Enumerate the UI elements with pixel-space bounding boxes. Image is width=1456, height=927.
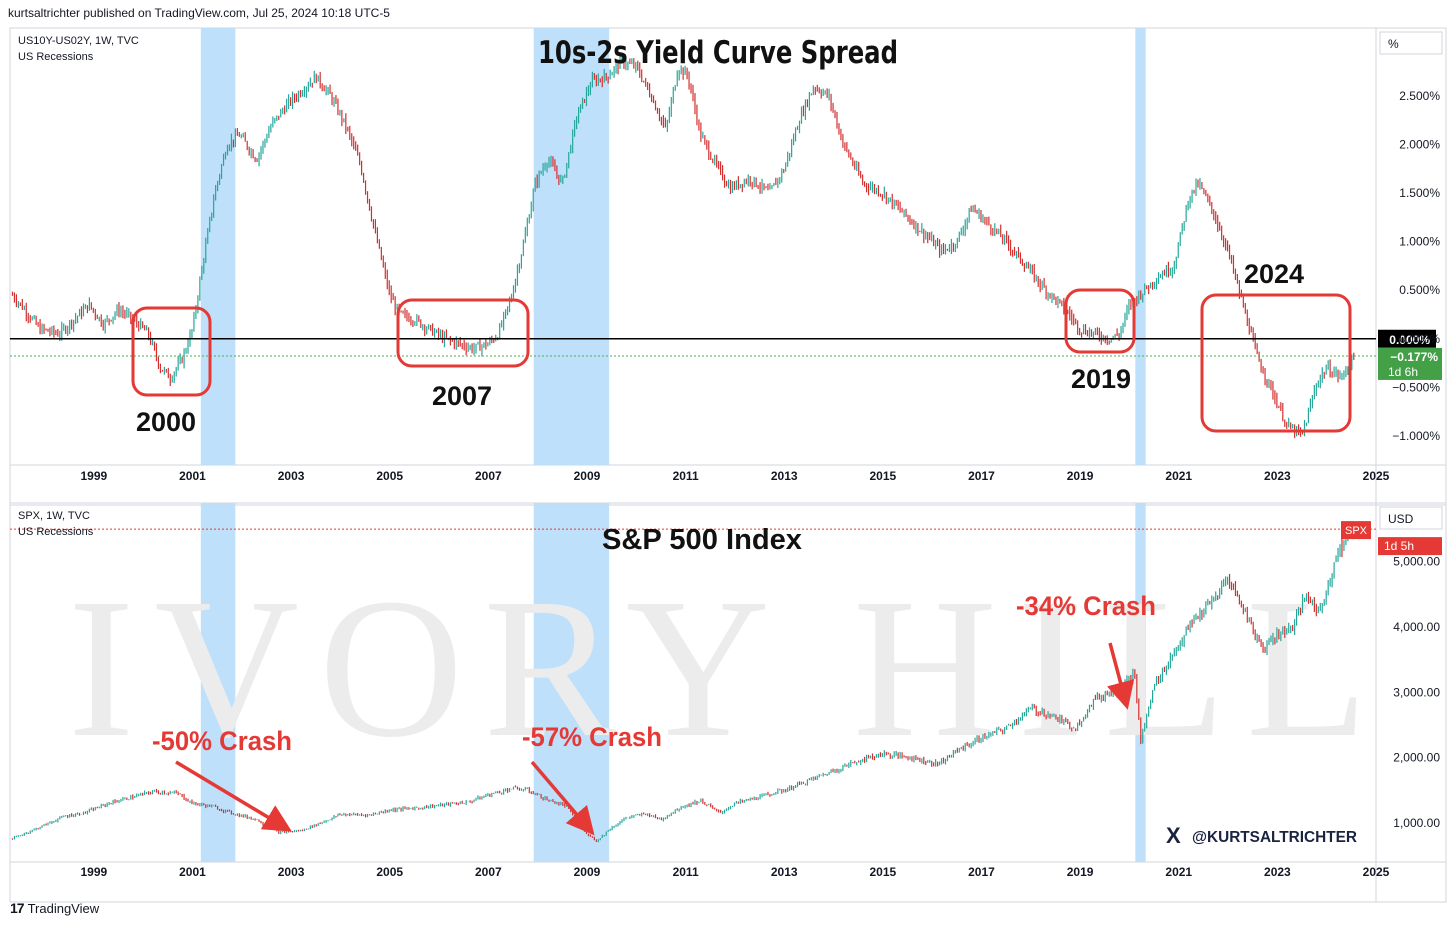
inversion-highlight-box	[131, 306, 212, 397]
bottom-recession-band	[1135, 503, 1146, 862]
bottom-chart-title: S&P 500 Index	[602, 524, 802, 556]
top-unit-label: %	[1388, 37, 1399, 51]
inversion-year-label: 2024	[1244, 259, 1304, 289]
top-x-tick-label: 2003	[278, 469, 305, 483]
bottom-x-tick-label: 2001	[179, 865, 206, 879]
top-x-tick-label: 2023	[1264, 469, 1291, 483]
top-y-tick-label: −0.500%	[1392, 380, 1440, 394]
inversion-year-label: 2007	[432, 381, 492, 411]
top-x-tick-label: 2019	[1067, 469, 1094, 483]
top-x-tick-label: 2009	[574, 469, 601, 483]
bottom-x-tick-label: 2019	[1067, 865, 1094, 879]
bottom-symbol-label: SPX, 1W, TVC	[18, 510, 90, 522]
top-y-tick-label: 0.000%	[1399, 332, 1440, 346]
top-symbol-label: US10Y-US02Y, 1W, TVC	[18, 35, 139, 47]
ivory-hill-watermark: IVORY HILL	[68, 558, 1388, 779]
top-y-tick-label: 1.500%	[1399, 186, 1440, 200]
bottom-x-tick-label: 2021	[1165, 865, 1192, 879]
tradingview-brand: TradingView	[27, 900, 100, 916]
bottom-x-tick-label: 2009	[574, 865, 601, 879]
zero-value-label: 0.000%	[1389, 333, 1430, 347]
tradingview-footer[interactable]: 17 TradingView	[10, 900, 99, 916]
top-x-tick-label: 1999	[80, 469, 107, 483]
bottom-countdown-label: 1d 5h	[1384, 539, 1414, 553]
top-panel-frame	[9, 27, 1447, 506]
inversion-highlight-box	[1064, 288, 1136, 354]
bottom-y-tick-label: 3,000.00	[1393, 685, 1440, 699]
zero-value-tag	[1378, 329, 1436, 348]
top-x-tick-label: 2017	[968, 469, 995, 483]
top-x-tick-label: 2005	[376, 469, 403, 483]
top-countdown-label: 1d 6h	[1388, 365, 1418, 379]
publish-info: kurtsaltrichter published on TradingView…	[8, 6, 390, 20]
x-logo-icon: X	[1166, 823, 1181, 848]
bottom-y-tick-label: 1,000.00	[1393, 816, 1440, 830]
bottom-x-tick-label: 2025	[1363, 865, 1390, 879]
bottom-x-tick-label: 2023	[1264, 865, 1291, 879]
top-x-tick-label: 2015	[870, 469, 897, 483]
inversion-year-label: 2019	[1071, 364, 1131, 394]
bottom-x-tick-label: 2003	[278, 865, 305, 879]
bottom-x-tick-label: 2015	[870, 865, 897, 879]
bottom-y-tick-label: 4,000.00	[1393, 620, 1440, 634]
top-y-tick-label: 1.000%	[1399, 235, 1440, 249]
bottom-y-tick-label: 5,000.00	[1393, 555, 1440, 569]
bottom-x-tick-label: 2017	[968, 865, 995, 879]
crash-arrow	[530, 760, 595, 836]
bottom-panel-frame	[9, 502, 1447, 903]
inversion-highlight-box	[1200, 293, 1352, 433]
bottom-x-tick-label: 2007	[475, 865, 502, 879]
bottom-x-tick-label: 2011	[673, 865, 699, 879]
crash-label: -34% Crash	[1016, 591, 1156, 621]
crash-arrow	[1107, 642, 1135, 710]
bottom-unit-label: USD	[1388, 512, 1414, 526]
top-x-tick-label: 2021	[1165, 469, 1192, 483]
spx-symbol-label: SPX	[1345, 525, 1368, 537]
top-recession-band	[1135, 28, 1146, 465]
spx-symbol-tag	[1341, 521, 1371, 540]
bottom-recession-band	[200, 503, 236, 862]
bottom-unit-box	[1379, 506, 1443, 530]
crash-label: -57% Crash	[522, 722, 662, 752]
bottom-countdown-tag	[1378, 537, 1442, 556]
bottom-x-tick-label: 1999	[80, 865, 107, 879]
bottom-y-tick-label: 2,000.00	[1393, 751, 1440, 765]
bottom-x-tick-label: 2013	[771, 865, 798, 879]
current-value-label: −0.177%	[1390, 350, 1438, 364]
top-indicator-label: US Recessions	[18, 51, 94, 63]
top-x-tick-label: 2007	[475, 469, 502, 483]
inversion-year-label: 2000	[136, 407, 196, 437]
twitter-handle: @KURTSALTRICHTER	[1192, 829, 1357, 846]
tradingview-logo-icon: 17	[10, 900, 25, 916]
crash-label: -50% Crash	[152, 726, 292, 756]
top-x-tick-label: 2001	[179, 469, 206, 483]
top-x-tick-label: 2025	[1363, 469, 1390, 483]
crash-arrow	[175, 760, 293, 832]
top-y-tick-label: −1.000%	[1392, 429, 1440, 443]
top-recession-band	[533, 28, 610, 465]
bottom-recession-band	[533, 503, 610, 862]
top-y-tick-label: 0.500%	[1399, 283, 1440, 297]
top-x-tick-label: 2011	[673, 469, 699, 483]
inversion-highlight-box	[396, 298, 530, 368]
top-unit-box	[1379, 31, 1443, 55]
top-y-tick-label: 2.500%	[1399, 89, 1440, 103]
current-value-tag	[1378, 347, 1442, 380]
bottom-x-tick-label: 2005	[376, 865, 403, 879]
top-chart-title: 10s-2s Yield Curve Spread	[538, 35, 898, 71]
top-y-tick-label: 2.000%	[1399, 138, 1440, 152]
top-x-tick-label: 2013	[771, 469, 798, 483]
bottom-indicator-label: US Recessions	[18, 526, 94, 538]
